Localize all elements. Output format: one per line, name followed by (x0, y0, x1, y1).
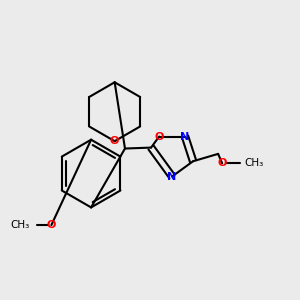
Text: O: O (47, 220, 56, 230)
Text: N: N (167, 172, 177, 182)
Text: CH₃: CH₃ (244, 158, 263, 168)
Text: N: N (180, 132, 190, 142)
Text: O: O (154, 132, 164, 142)
Text: CH₃: CH₃ (10, 220, 29, 230)
Text: O: O (110, 136, 119, 146)
Text: O: O (218, 158, 227, 168)
